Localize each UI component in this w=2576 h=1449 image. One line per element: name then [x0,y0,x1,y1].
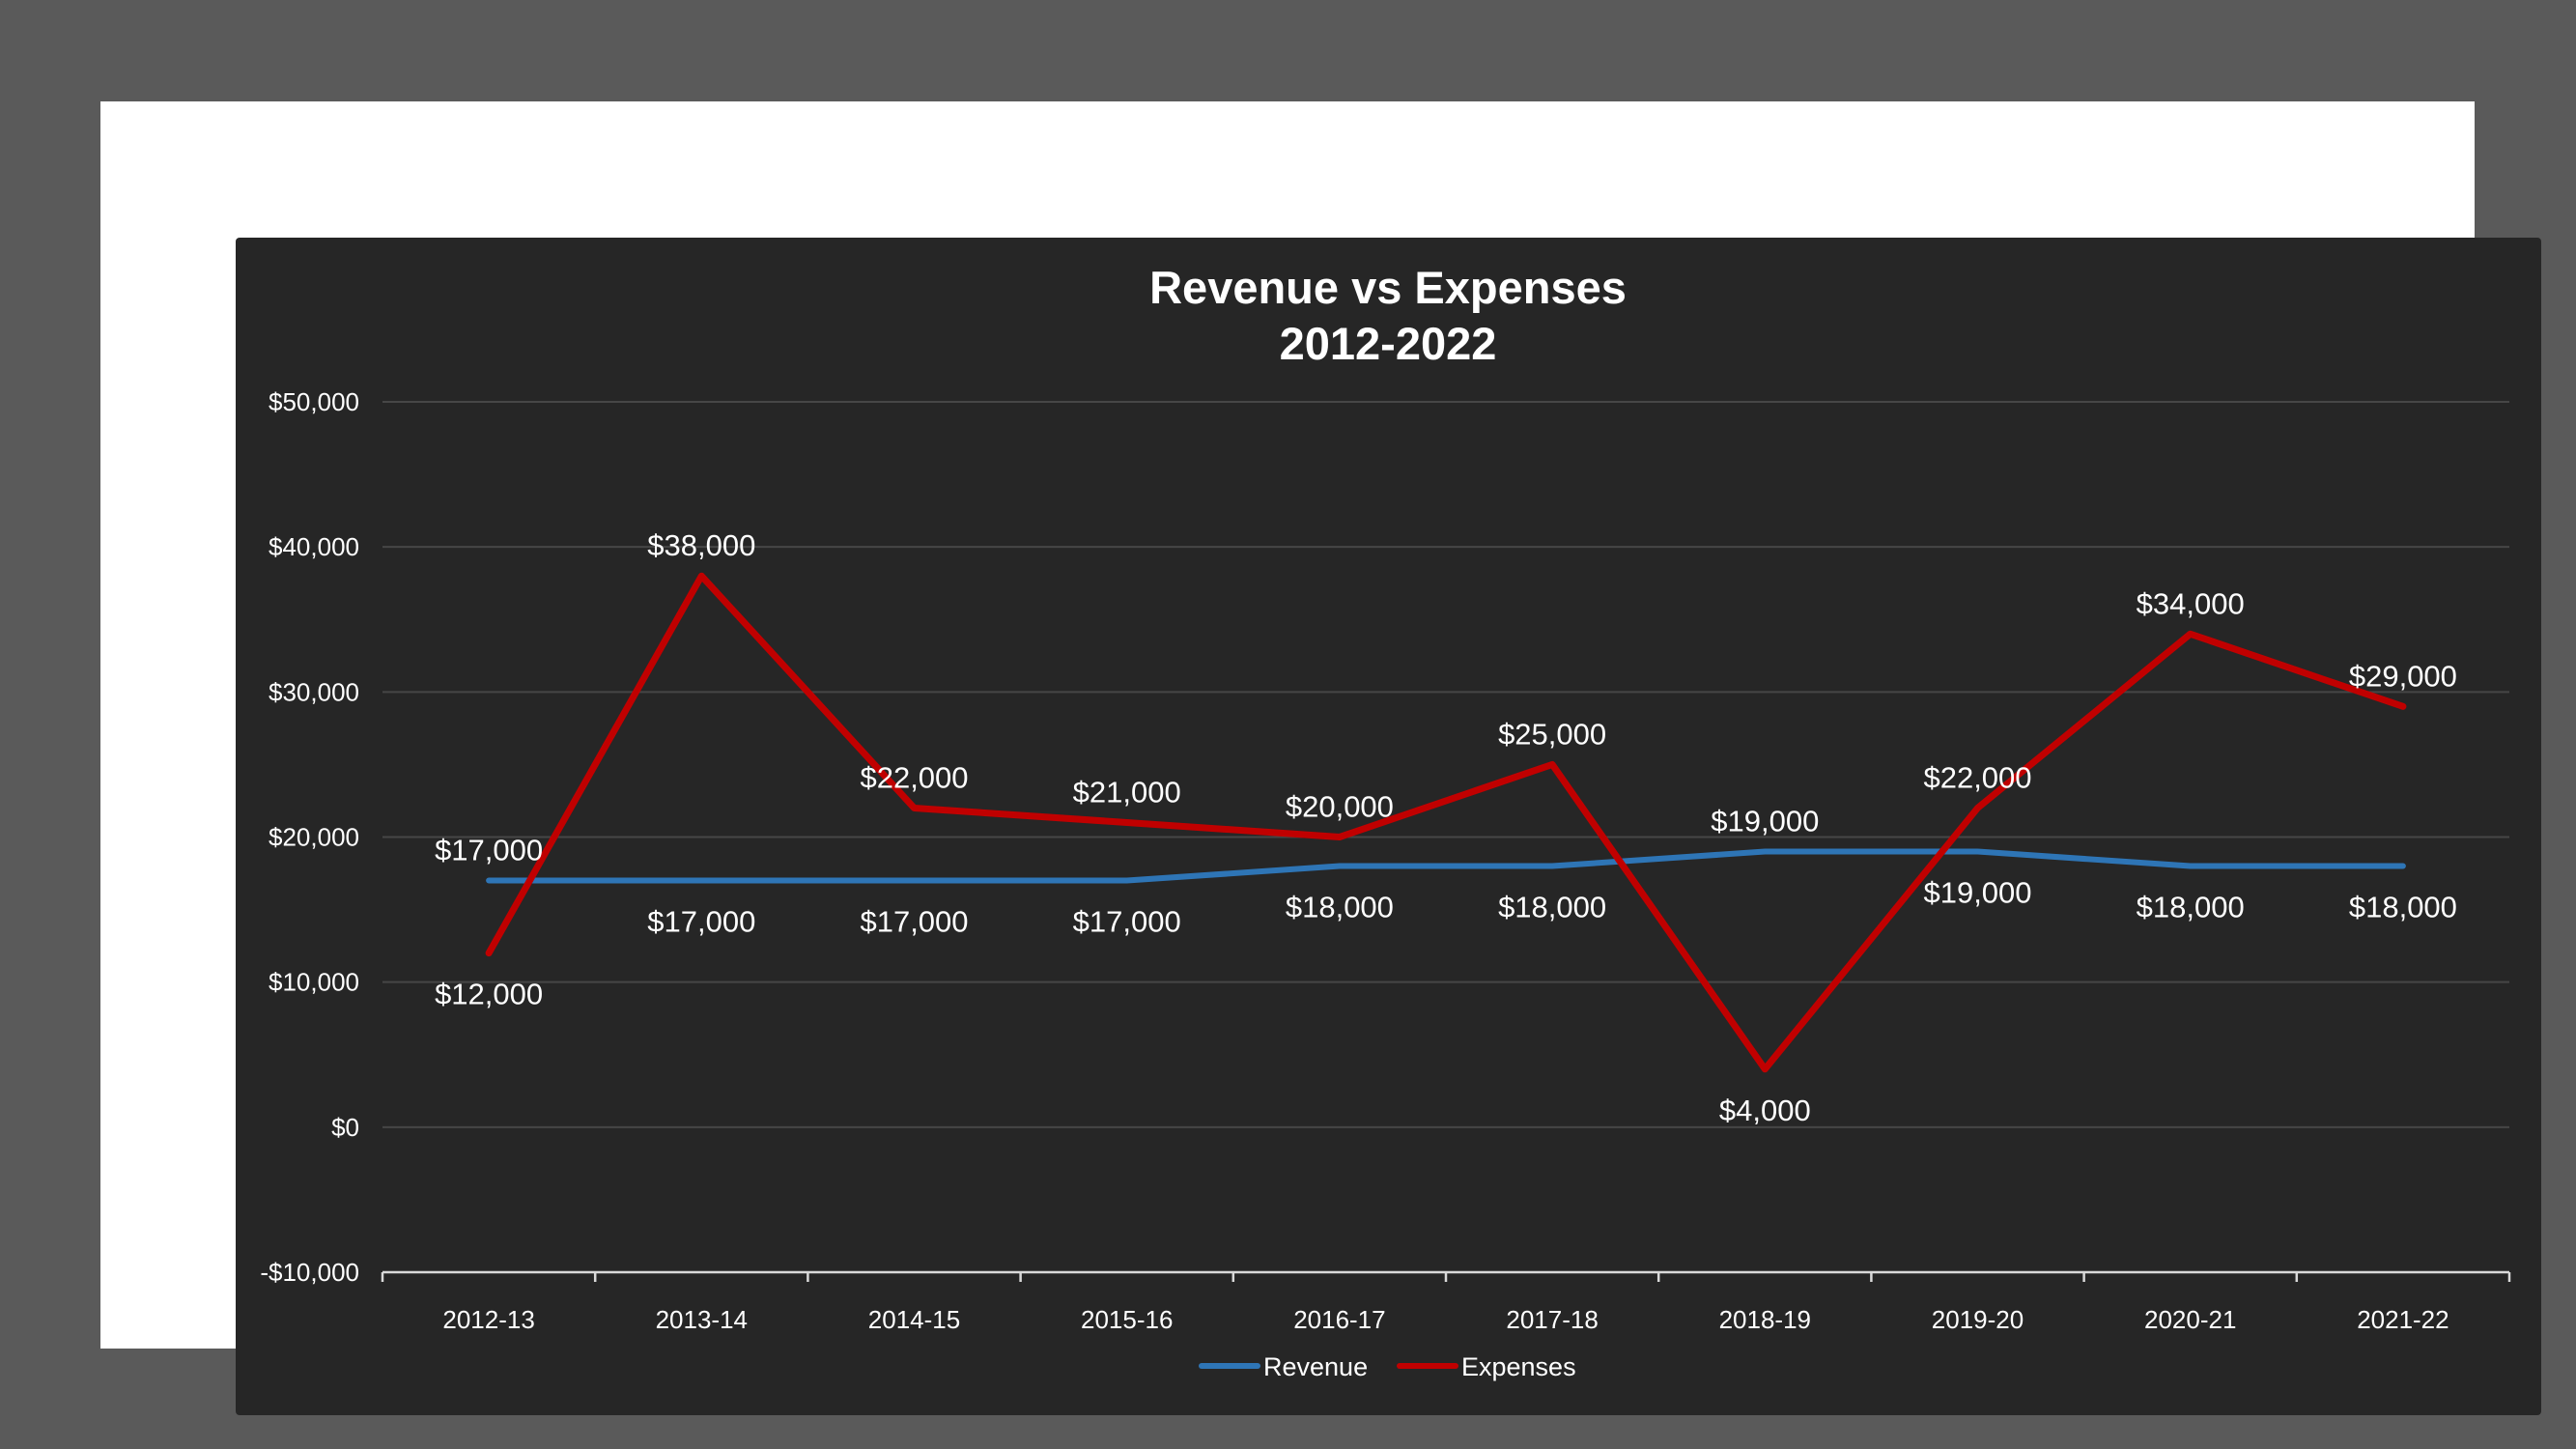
data-label: $21,000 [1073,775,1181,809]
chart-subtitle: 2012-2022 [1280,318,1497,369]
x-tick-label: 2020-21 [2144,1305,2236,1334]
data-label: $38,000 [647,528,755,562]
series-lines [485,572,2407,1073]
data-label: $25,000 [1498,717,1606,751]
y-tick-label: $50,000 [269,387,359,416]
gridlines [382,401,2509,1128]
x-tick-label: 2012-13 [442,1305,534,1334]
data-label: $19,000 [1711,805,1819,838]
data-label: $18,000 [2137,891,2245,924]
y-tick-label: $40,000 [269,532,359,561]
data-label: $17,000 [1073,905,1181,939]
data-label: $18,000 [1498,891,1606,924]
data-label: $20,000 [1286,790,1394,824]
x-axis-tick-labels: 2012-13 2013-14 2014-15 2015-16 2016-17 2017-… [442,1305,2449,1334]
line-chart: Revenue vs Expenses 2012-2022 -$10,000 $0… [260,262,2511,1381]
y-axis-tick-labels: -$10,000 $0 $10,000 $20,000 $30,000 $40,000 $5… [260,387,359,1287]
y-tick-label: -$10,000 [260,1258,359,1287]
data-label: $12,000 [435,978,543,1011]
data-label: $29,000 [2349,659,2457,693]
x-tick-label: 2017-18 [1506,1305,1598,1334]
data-label: $17,000 [435,834,543,867]
y-tick-label: $0 [331,1113,359,1142]
data-label: $22,000 [860,760,968,794]
y-tick-label: $10,000 [269,968,359,997]
x-tick-label: 2014-15 [868,1305,960,1334]
x-axis [381,1270,2511,1282]
data-label: $18,000 [2349,891,2457,924]
x-tick-label: 2021-22 [2357,1305,2449,1334]
series-line-revenue [486,848,2406,884]
legend-label: Revenue [1263,1352,1368,1381]
data-label: $18,000 [1286,891,1394,924]
data-label: $17,000 [860,905,968,939]
chart-frame: Revenue vs Expenses 2012-2022 -$10,000 $0… [100,101,2541,1415]
chart-area: Revenue vs Expenses 2012-2022 -$10,000 $0… [236,238,2541,1415]
data-label: $22,000 [1923,760,2031,794]
y-tick-label: $20,000 [269,823,359,852]
data-label: $34,000 [2137,586,2245,620]
legend: Revenue Expenses [1199,1352,1576,1381]
x-tick-label: 2015-16 [1081,1305,1173,1334]
legend-label: Expenses [1461,1352,1576,1381]
x-tick-label: 2016-17 [1293,1305,1385,1334]
data-labels: $17,000 $12,000 $17,000 $38,000 $17,000 $22,0… [435,528,2457,1127]
series-line-expenses [485,572,2407,1073]
data-label: $17,000 [647,905,755,939]
x-tick-label: 2013-14 [656,1305,748,1334]
x-tick-label: 2018-19 [1719,1305,1811,1334]
data-label: $4,000 [1719,1094,1811,1127]
y-tick-label: $30,000 [269,677,359,706]
chart-title: Revenue vs Expenses [1149,262,1627,313]
x-tick-label: 2019-20 [1932,1305,2024,1334]
data-label: $19,000 [1923,876,2031,910]
